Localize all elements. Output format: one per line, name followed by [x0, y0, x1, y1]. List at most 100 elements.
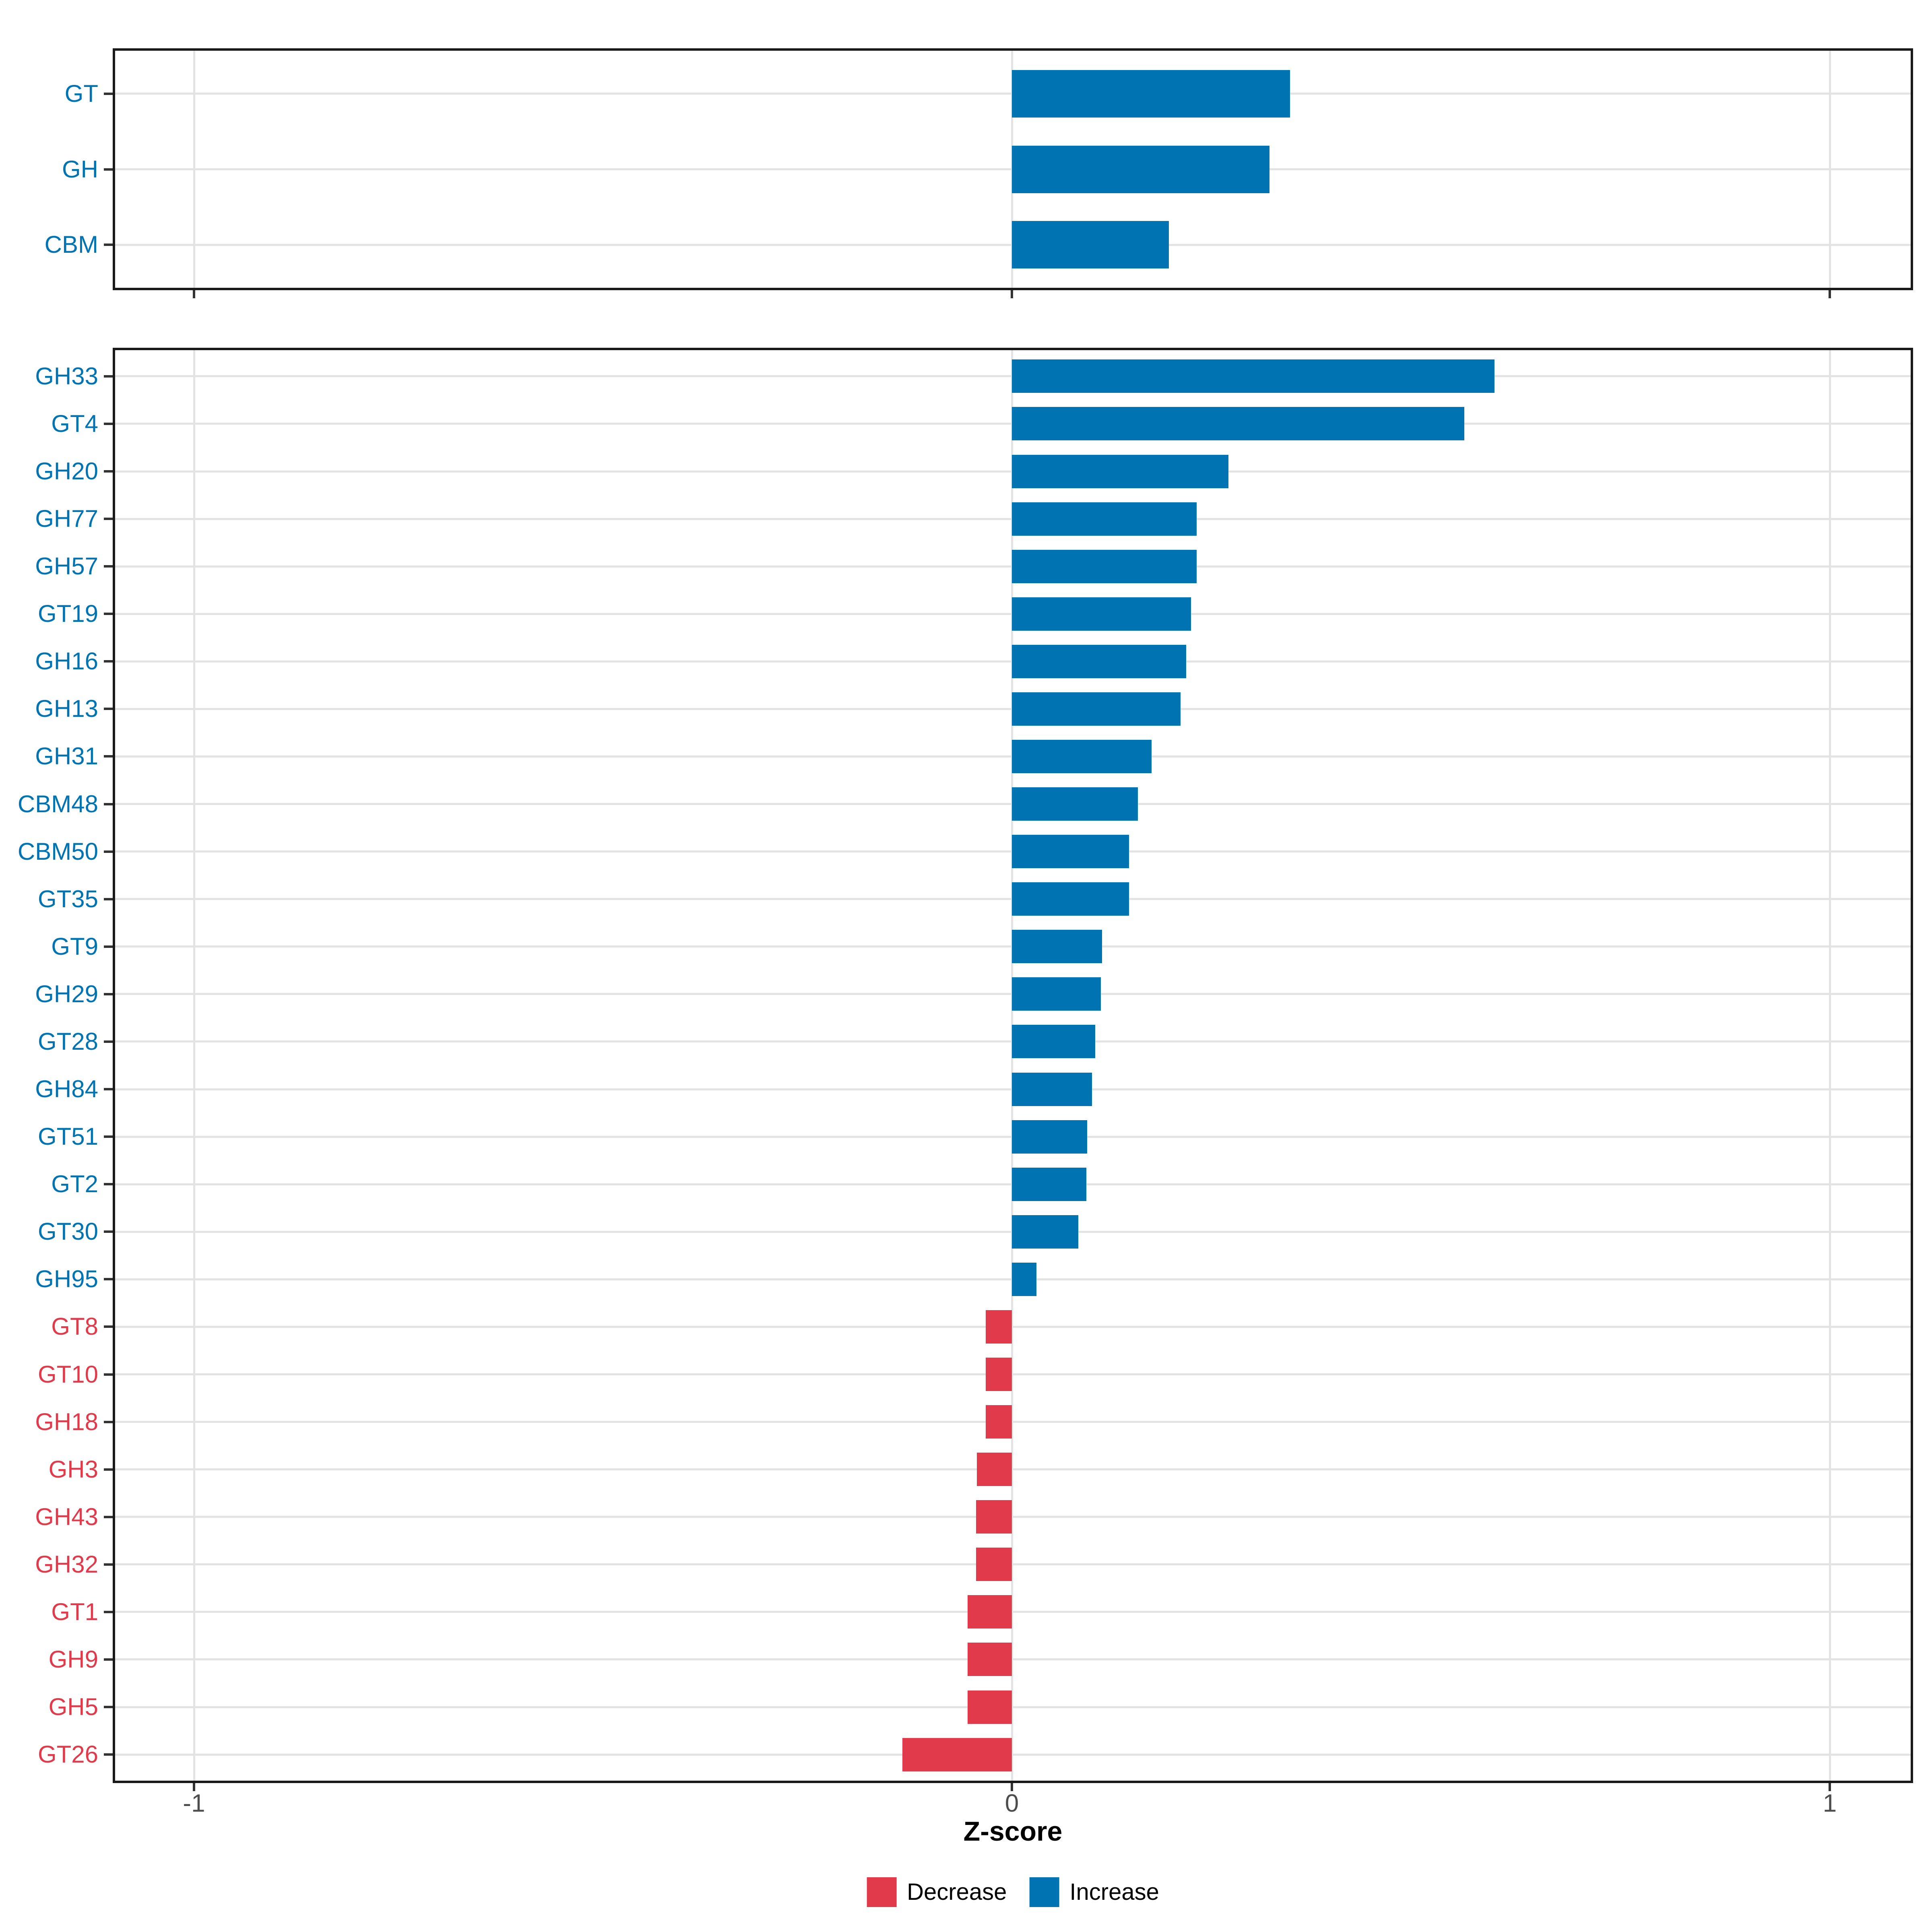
category-label-GH20: GH20 [35, 458, 98, 485]
category-label-GH43: GH43 [35, 1503, 98, 1530]
bar-GT9 [1012, 930, 1102, 964]
bar-GH33 [1012, 359, 1494, 393]
category-label-CBM: CBM [44, 231, 98, 258]
y-axis-tick-mark [104, 1658, 113, 1661]
gridline-row-GH5 [113, 1706, 1913, 1708]
gridline-row-GH3 [113, 1468, 1913, 1471]
category-label-GT9: GT9 [51, 933, 98, 960]
category-label-GH29: GH29 [35, 980, 98, 1007]
y-axis-tick-mark [104, 1563, 113, 1566]
panel-cazyme-classes: GT GH CBM [45, 48, 1913, 298]
y-axis-tick-mark [104, 708, 113, 710]
bar-GH9 [968, 1643, 1012, 1676]
bar-GT1 [968, 1595, 1012, 1629]
bar-GT28 [1012, 1025, 1096, 1059]
category-label-GH84: GH84 [35, 1075, 98, 1103]
y-axis-tick-mark [104, 1325, 113, 1328]
category-label-GH9: GH9 [48, 1645, 98, 1673]
x-axis-tick-mark [1829, 290, 1831, 298]
y-axis-tick-mark [104, 1135, 113, 1138]
category-label-GT1: GT1 [51, 1598, 98, 1625]
y-axis-tick-mark [104, 375, 113, 378]
category-label-GH57: GH57 [35, 553, 98, 580]
x-axis-tick-mark [1011, 290, 1013, 298]
bar-GT19 [1012, 597, 1191, 631]
y-axis-tick-mark [104, 1373, 113, 1376]
bar-GT8 [985, 1310, 1012, 1344]
bar-GT4 [1012, 407, 1464, 441]
bar-GT35 [1012, 882, 1129, 916]
legend-label-increase: Increase [1069, 1879, 1159, 1905]
y-axis-tick-mark [104, 1088, 113, 1091]
x-axis-tick-mark [193, 290, 195, 298]
legend-item-increase: Increase [1029, 1877, 1159, 1907]
bar-GH13 [1012, 692, 1181, 726]
y-axis-tick-mark [104, 898, 113, 900]
category-label-GH: GH [62, 155, 98, 183]
category-label-GT51: GT51 [37, 1123, 98, 1150]
y-axis-tick-mark [104, 850, 113, 853]
x-tick-label--1: -1 [183, 1790, 205, 1817]
y-axis-tick-mark [104, 92, 113, 95]
category-label-GH31: GH31 [35, 743, 98, 770]
gridline-x-1 [1829, 348, 1831, 1783]
bar-GT51 [1012, 1120, 1087, 1154]
y-axis-tick-mark [104, 1515, 113, 1518]
bar-CBM50 [1012, 835, 1129, 869]
gridline-row-GT10 [113, 1373, 1913, 1376]
legend-swatch-increase-icon [1029, 1877, 1059, 1907]
y-axis-tick-mark [104, 1420, 113, 1423]
category-label-GH5: GH5 [48, 1693, 98, 1721]
x-axis-tick-mark [193, 1783, 195, 1791]
bar-GT26 [902, 1738, 1012, 1771]
category-label-GT: GT [64, 80, 98, 107]
y-axis-tick-mark [104, 945, 113, 948]
y-axis-tick-mark [104, 1468, 113, 1471]
gridline-row-GH9 [113, 1658, 1913, 1661]
bar-CBM48 [1012, 787, 1138, 821]
bar-GT30 [1012, 1215, 1078, 1249]
bar-GT10 [985, 1358, 1012, 1391]
category-label-GT35: GT35 [37, 885, 98, 912]
x-axis-tick-mark [1011, 1783, 1013, 1791]
gridline-row-GT1 [113, 1611, 1913, 1613]
x-tick-label-0: 0 [1005, 1790, 1019, 1817]
bar-GT2 [1012, 1167, 1086, 1201]
bar-GT [1012, 70, 1290, 118]
bar-GH95 [1012, 1262, 1036, 1296]
category-label-GT2: GT2 [51, 1170, 98, 1198]
category-label-GT30: GT30 [37, 1218, 98, 1245]
bar-GH16 [1012, 644, 1186, 678]
legend-item-decrease: Decrease [867, 1877, 1007, 1907]
y-axis-tick-mark [104, 613, 113, 615]
y-axis-tick-mark [104, 470, 113, 473]
y-axis-tick-mark [104, 1230, 113, 1233]
x-axis-tick-mark [1829, 1783, 1831, 1791]
y-axis-tick-mark [104, 1610, 113, 1613]
bar-GH [1012, 145, 1270, 193]
category-label-GH3: GH3 [48, 1455, 98, 1483]
bar-GH57 [1012, 549, 1197, 583]
y-axis-tick-mark [104, 1278, 113, 1281]
category-label-CBM48: CBM48 [17, 790, 98, 817]
category-label-GH13: GH13 [35, 695, 98, 722]
bar-CBM [1012, 221, 1169, 269]
bar-GH3 [976, 1453, 1012, 1486]
x-tick-label-1: 1 [1823, 1790, 1837, 1817]
category-label-GH32: GH32 [35, 1550, 98, 1578]
category-label-GH18: GH18 [35, 1408, 98, 1435]
category-label-GH16: GH16 [35, 648, 98, 675]
bar-GH31 [1012, 739, 1152, 773]
bar-GH77 [1012, 502, 1197, 536]
gridline-row-GT8 [113, 1325, 1913, 1328]
y-axis-tick-mark [104, 1040, 113, 1043]
category-label-GT26: GT26 [37, 1741, 98, 1768]
y-axis-tick-mark [104, 1753, 113, 1756]
y-axis-tick-mark [104, 1183, 113, 1186]
category-label-GT28: GT28 [37, 1028, 98, 1055]
bar-GH43 [976, 1500, 1012, 1534]
category-label-GT19: GT19 [37, 600, 98, 627]
legend: Decrease Increase [867, 1877, 1159, 1907]
legend-swatch-decrease-icon [867, 1877, 897, 1907]
category-label-GT4: GT4 [51, 410, 98, 437]
